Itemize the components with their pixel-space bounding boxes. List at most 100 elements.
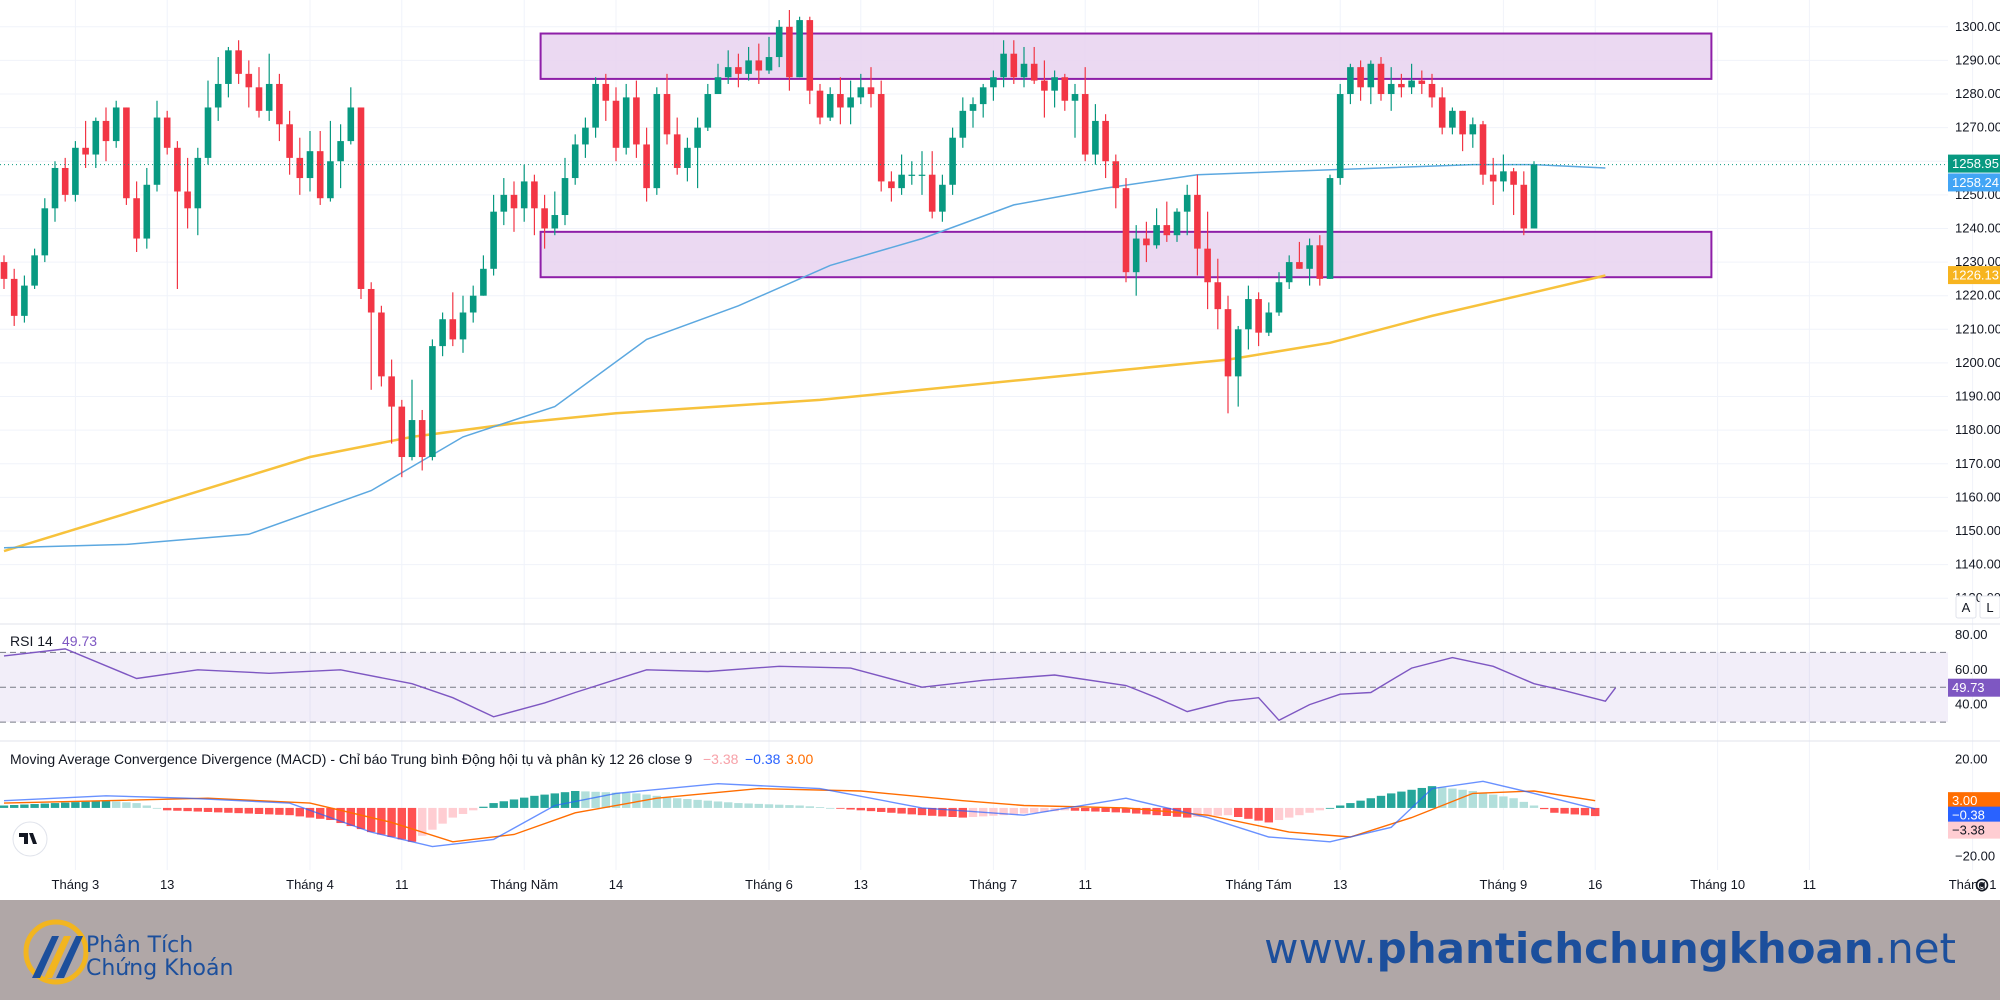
candle[interactable] bbox=[143, 167, 151, 249]
auto-scale-button[interactable]: A bbox=[1955, 595, 1977, 619]
candle[interactable] bbox=[265, 53, 273, 121]
candle[interactable] bbox=[388, 359, 395, 444]
candle[interactable] bbox=[1194, 174, 1201, 276]
candle[interactable] bbox=[1469, 117, 1477, 148]
candle[interactable] bbox=[765, 36, 773, 74]
candle[interactable] bbox=[571, 134, 579, 185]
candle[interactable] bbox=[1041, 60, 1048, 118]
candle[interactable] bbox=[520, 164, 528, 222]
candle[interactable] bbox=[633, 80, 640, 158]
candle[interactable] bbox=[1020, 46, 1028, 88]
candle[interactable] bbox=[1510, 167, 1517, 216]
candle[interactable] bbox=[918, 151, 926, 195]
candle[interactable] bbox=[1387, 67, 1395, 111]
candle[interactable] bbox=[357, 107, 365, 300]
candle[interactable] bbox=[398, 399, 406, 478]
candle[interactable] bbox=[480, 255, 487, 296]
candle[interactable] bbox=[1347, 63, 1354, 105]
candle[interactable] bbox=[1520, 171, 1528, 236]
candle[interactable] bbox=[837, 77, 844, 125]
candle[interactable] bbox=[367, 282, 375, 390]
candle[interactable] bbox=[245, 60, 253, 108]
candle[interactable] bbox=[490, 194, 497, 276]
candle[interactable] bbox=[82, 120, 89, 168]
candle[interactable] bbox=[1479, 120, 1487, 185]
candle[interactable] bbox=[1112, 154, 1120, 209]
tradingview-logo[interactable] bbox=[12, 821, 48, 857]
candle[interactable] bbox=[867, 67, 875, 108]
candle[interactable] bbox=[694, 117, 701, 189]
candle[interactable] bbox=[775, 20, 783, 68]
candle[interactable] bbox=[1122, 178, 1130, 283]
candle[interactable] bbox=[133, 181, 140, 252]
candle[interactable] bbox=[31, 248, 38, 289]
candle[interactable] bbox=[1092, 104, 1099, 165]
candle[interactable] bbox=[888, 171, 895, 202]
log-scale-button[interactable]: L bbox=[1979, 595, 2000, 619]
candle[interactable] bbox=[592, 77, 599, 138]
candle[interactable] bbox=[1459, 110, 1466, 152]
candle[interactable] bbox=[1081, 67, 1089, 162]
candle[interactable] bbox=[225, 46, 232, 98]
candle[interactable] bbox=[653, 87, 661, 195]
candle[interactable] bbox=[643, 127, 650, 202]
candle[interactable] bbox=[612, 87, 620, 162]
candle[interactable] bbox=[990, 70, 997, 101]
rsi-line[interactable] bbox=[3, 648, 1617, 722]
candle[interactable] bbox=[1061, 73, 1069, 111]
candle[interactable] bbox=[949, 127, 956, 195]
candle[interactable] bbox=[1245, 285, 1252, 350]
candle[interactable] bbox=[796, 16, 803, 78]
candle[interactable] bbox=[1530, 161, 1538, 229]
candle[interactable] bbox=[1030, 46, 1038, 84]
candle[interactable] bbox=[1010, 40, 1018, 84]
candle[interactable] bbox=[0, 255, 8, 289]
candle[interactable] bbox=[1173, 208, 1181, 242]
candle[interactable] bbox=[439, 312, 446, 357]
ma-blue-line[interactable] bbox=[3, 163, 1606, 549]
candle[interactable] bbox=[459, 295, 467, 353]
candle[interactable] bbox=[1377, 57, 1385, 101]
candle[interactable] bbox=[174, 141, 181, 289]
candle[interactable] bbox=[622, 83, 630, 155]
candle[interactable] bbox=[857, 73, 865, 105]
candle[interactable] bbox=[1316, 235, 1324, 286]
candle[interactable] bbox=[92, 117, 100, 168]
settings-gear-icon[interactable] bbox=[1975, 878, 1989, 892]
candle[interactable] bbox=[1183, 184, 1191, 236]
candle[interactable] bbox=[704, 83, 712, 131]
price-zone[interactable] bbox=[539, 32, 1713, 80]
candle[interactable] bbox=[1398, 73, 1405, 98]
candle[interactable] bbox=[1265, 302, 1273, 337]
candle[interactable] bbox=[327, 120, 334, 202]
candle[interactable] bbox=[1234, 325, 1242, 407]
candle[interactable] bbox=[469, 285, 477, 323]
candle[interactable] bbox=[1224, 295, 1232, 414]
candle[interactable] bbox=[347, 87, 355, 145]
macd-signal-line[interactable] bbox=[3, 787, 1596, 843]
candle[interactable] bbox=[51, 161, 59, 222]
candle[interactable] bbox=[184, 157, 191, 229]
candle[interactable] bbox=[10, 268, 18, 326]
candle[interactable] bbox=[510, 181, 518, 232]
candle[interactable] bbox=[1204, 211, 1211, 310]
candle[interactable] bbox=[541, 194, 548, 249]
candle[interactable] bbox=[979, 83, 987, 118]
candle[interactable] bbox=[735, 53, 742, 88]
candle[interactable] bbox=[1367, 60, 1375, 105]
candle[interactable] bbox=[1102, 114, 1109, 179]
candle[interactable] bbox=[153, 100, 161, 192]
candlesticks[interactable] bbox=[0, 10, 1538, 478]
candle[interactable] bbox=[1214, 258, 1222, 330]
candle[interactable] bbox=[1449, 107, 1456, 135]
candle[interactable] bbox=[102, 107, 110, 162]
candle[interactable] bbox=[1143, 221, 1150, 263]
candle[interactable] bbox=[908, 161, 916, 185]
candle[interactable] bbox=[1408, 63, 1415, 95]
candle[interactable] bbox=[969, 97, 977, 128]
candle[interactable] bbox=[1428, 73, 1436, 108]
candle[interactable] bbox=[500, 178, 508, 226]
candle[interactable] bbox=[214, 57, 222, 121]
candle[interactable] bbox=[337, 124, 344, 189]
candle[interactable] bbox=[877, 80, 885, 192]
